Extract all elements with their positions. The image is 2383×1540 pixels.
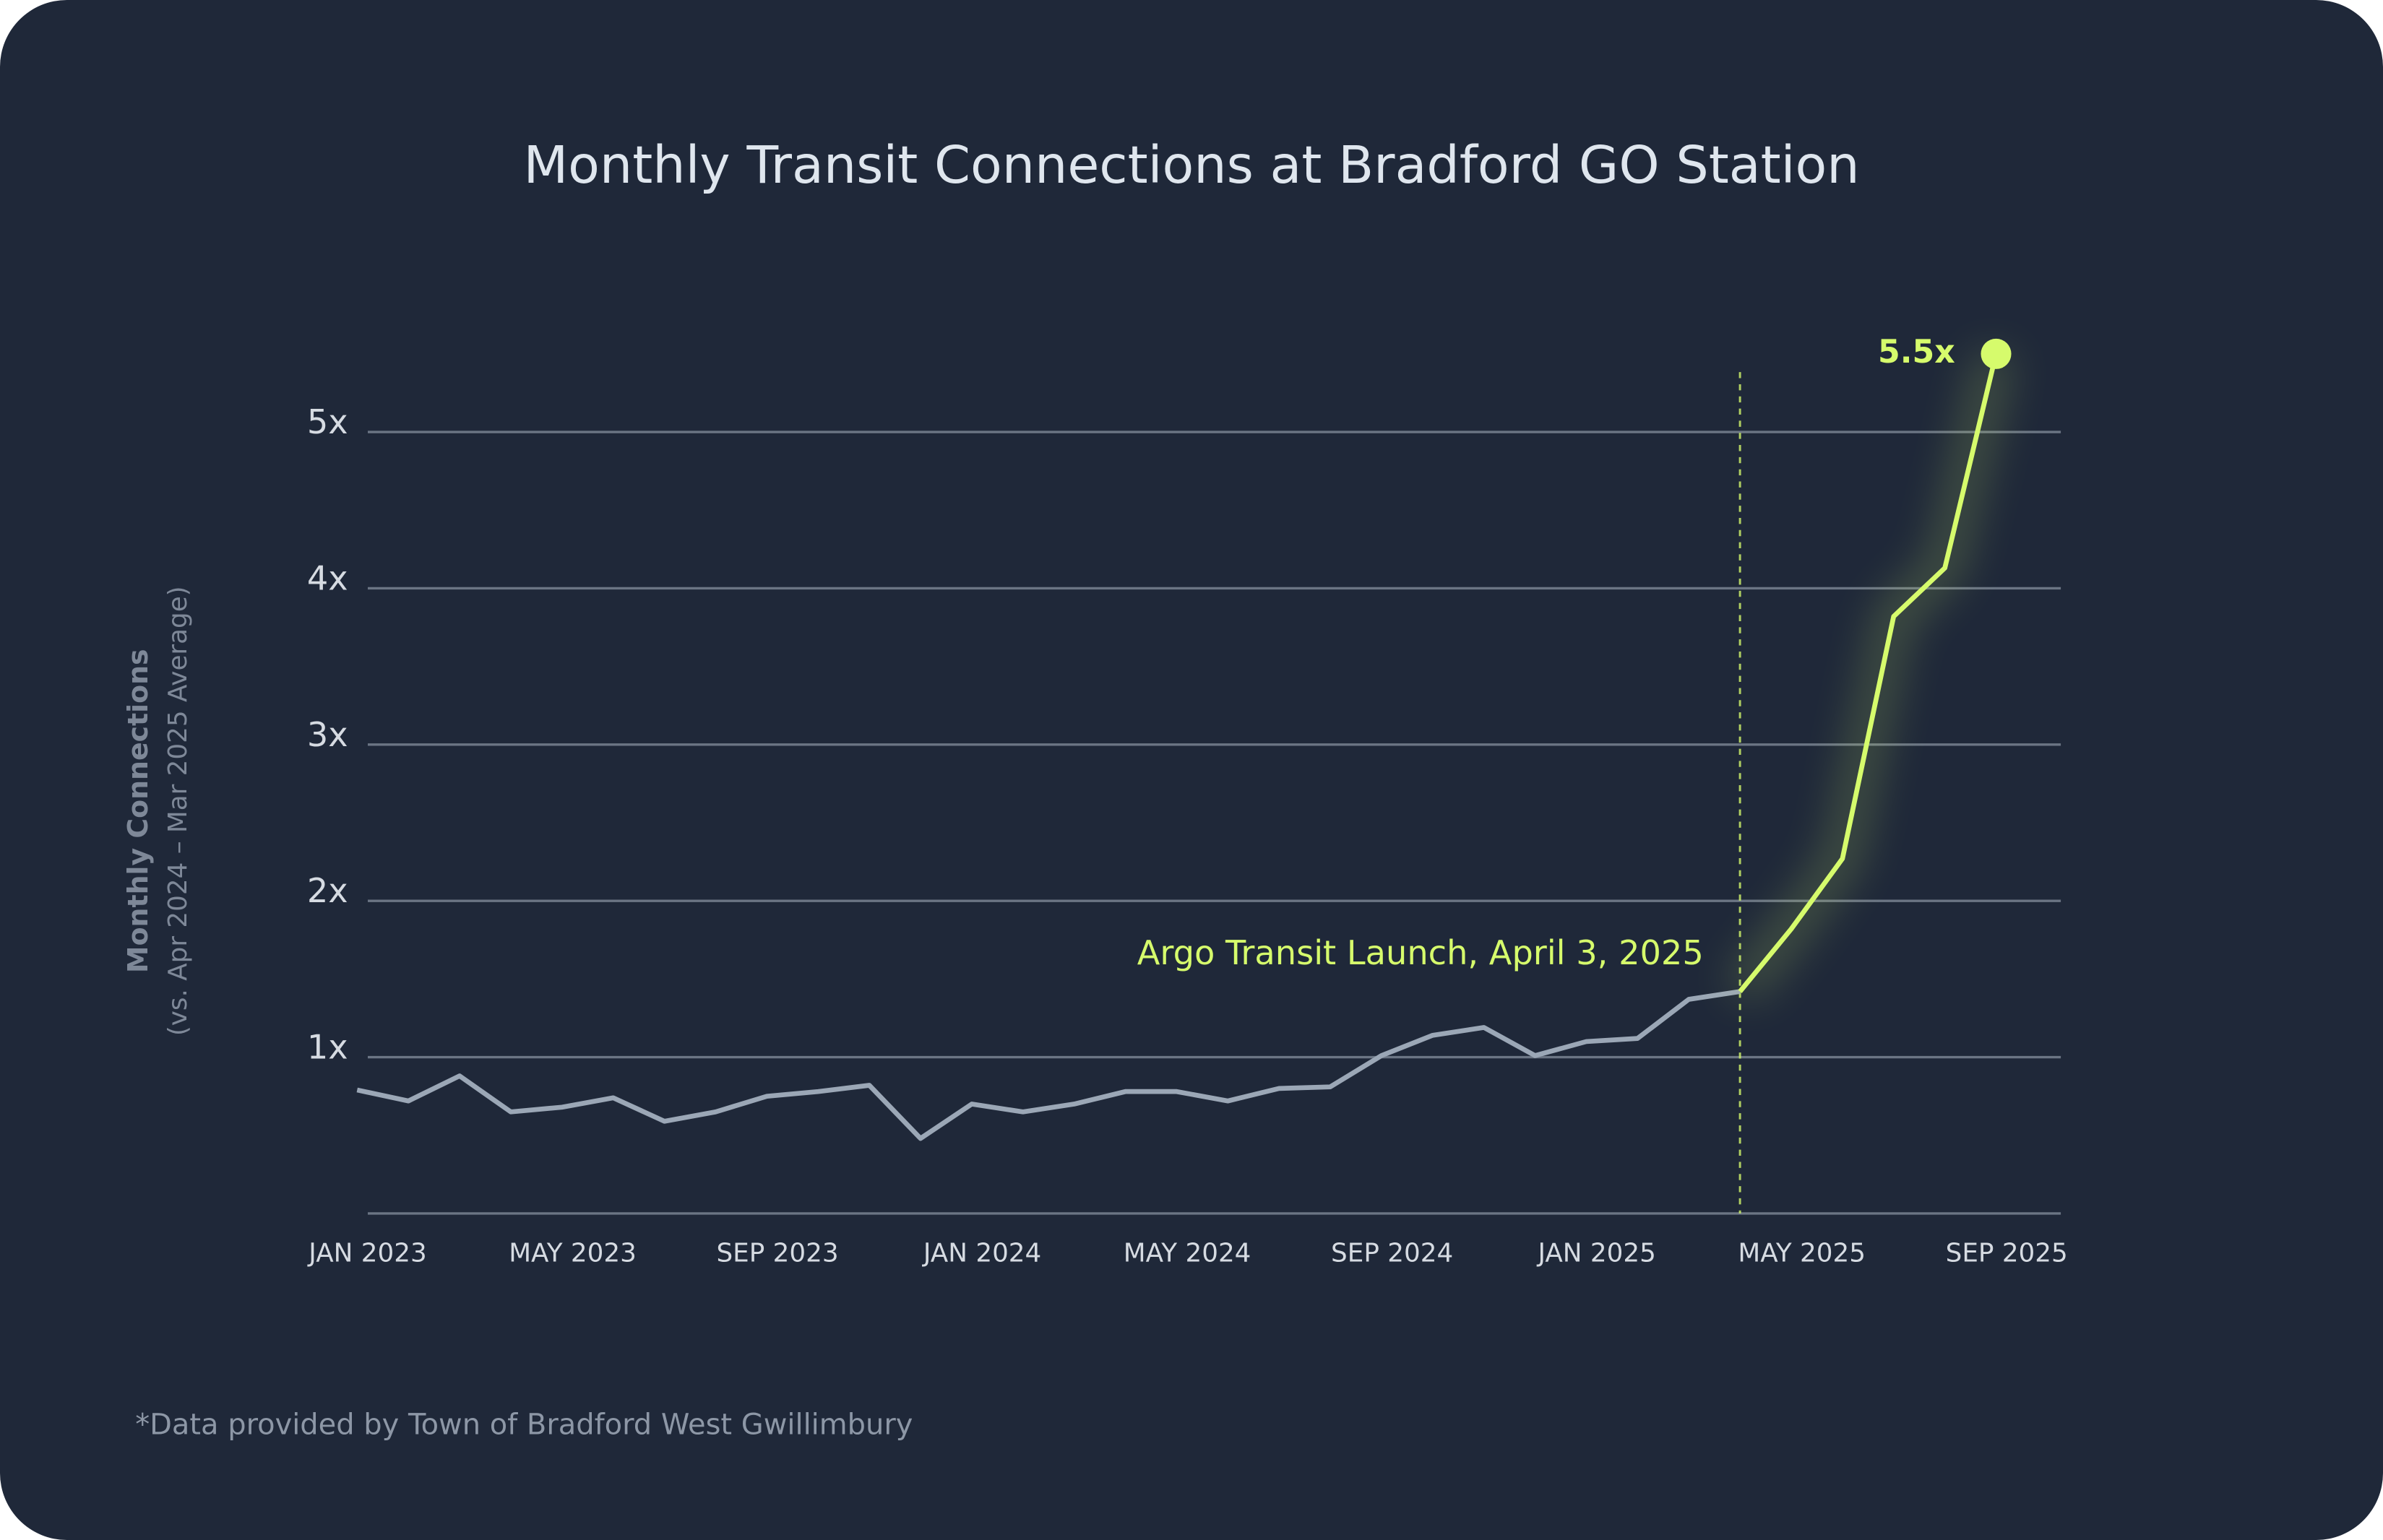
plot-area: 1x 2x 3x 4x 5x JAN 2023 MAY 2023 SEP 2023 JAN 20… (307, 334, 2068, 1268)
end-point (1981, 338, 2012, 369)
x-tick-label: MAY 2023 (509, 1239, 637, 1268)
x-tick-label: MAY 2025 (1738, 1239, 1866, 1268)
footnote: *Data provided by Town of Bradford West … (135, 1408, 913, 1441)
x-tick-label: JAN 2024 (922, 1239, 1041, 1268)
y-tick-label: 4x (307, 558, 348, 597)
y-tick-label: 1x (307, 1028, 348, 1067)
y-tick-label: 2x (307, 871, 348, 910)
series-line (356, 989, 1741, 1141)
y-axis-label: Monthly Connections (122, 649, 154, 973)
value-label: 5.5x (1878, 334, 1955, 371)
x-tick-label: JAN 2023 (307, 1239, 426, 1268)
x-tick-label: SEP 2024 (1331, 1239, 1453, 1268)
y-tick-label: 3x (307, 715, 348, 754)
x-tick-label: JAN 2025 (1536, 1239, 1655, 1268)
x-tick-label: SEP 2025 (1946, 1239, 2068, 1268)
x-tick-label: SEP 2023 (716, 1239, 838, 1268)
y-tick-label: 5x (307, 402, 348, 441)
series-line (1738, 353, 1999, 993)
annotation: Argo Transit Launch, April 3, 2025 (1137, 933, 1704, 972)
chart-title: Monthly Transit Connections at Bradford … (523, 135, 1859, 195)
x-tick-label: MAY 2024 (1124, 1239, 1251, 1268)
y-axis-sublabel: (vs. Apr 2024 – Mar 2025 Average) (163, 586, 193, 1036)
